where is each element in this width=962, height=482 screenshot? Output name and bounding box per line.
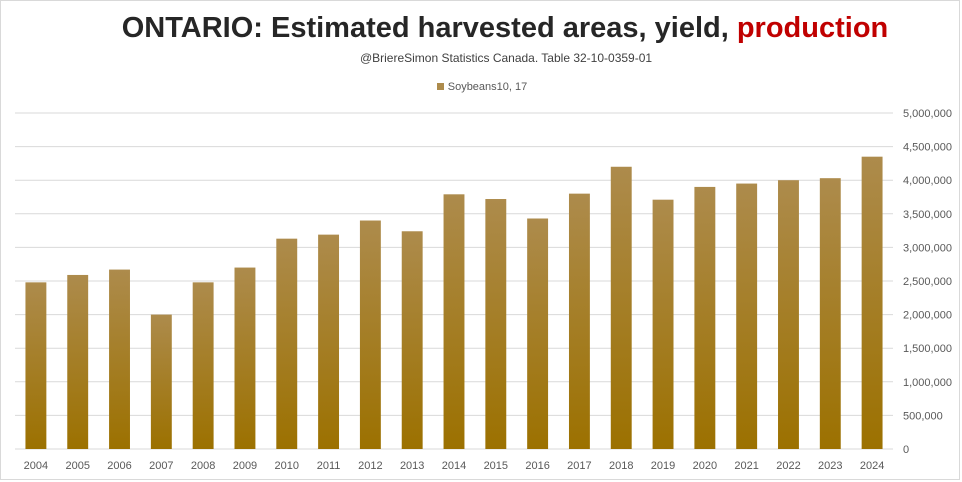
bar-2021: [736, 183, 758, 449]
x-tick-label: 2023: [818, 460, 842, 472]
y-tick-label: 1,500,000: [903, 343, 952, 355]
x-tick-label: 2018: [609, 460, 633, 472]
legend-label: Soybeans10, 17: [447, 81, 528, 93]
title-main: ONTARIO: Estimated harvested areas, yiel…: [121, 12, 729, 44]
x-tick-label: 2017: [567, 460, 591, 472]
y-tick-label: 0: [903, 444, 909, 456]
chart-legend: Soybeans10, 17: [0, 81, 962, 93]
title-highlight: production: [736, 12, 889, 44]
x-tick-label: 2004: [24, 460, 48, 472]
x-tick-label: 2019: [651, 460, 675, 472]
y-tick-label: 3,000,000: [903, 242, 952, 254]
x-tick-label: 2011: [317, 460, 341, 472]
x-tick-label: 2012: [358, 460, 382, 472]
y-tick-label: 1,000,000: [903, 377, 952, 389]
y-tick-label: 4,500,000: [903, 142, 952, 154]
x-tick-label: 2013: [400, 460, 424, 472]
bars: [25, 156, 883, 450]
bar-2017: [568, 193, 590, 449]
bar-2014: [443, 194, 465, 449]
bar-2018: [610, 166, 632, 449]
bar-2016: [527, 218, 549, 449]
chart-subtitle: @BriereSimon Statistics Canada. Table 32…: [359, 51, 653, 65]
x-tick-label: 2014: [442, 460, 466, 472]
x-tick-label: 2010: [275, 460, 299, 472]
bar-2009: [234, 267, 256, 449]
bar-2022: [778, 180, 799, 449]
bar-2024: [861, 156, 883, 449]
bar-2015: [485, 199, 507, 449]
bar-2011: [318, 234, 340, 449]
y-tick-label: 3,500,000: [903, 209, 952, 221]
bar-2008: [192, 282, 214, 449]
x-tick-label: 2008: [191, 460, 215, 472]
legend-swatch: [436, 83, 444, 90]
bar-2004: [25, 282, 47, 449]
bar-2010: [276, 238, 298, 449]
y-axis-ticks: 0 500,000 1,000,000 1,500,000 2,000,000 2,500…: [903, 108, 952, 456]
x-tick-label: 2009: [233, 460, 257, 472]
bar-2023: [819, 178, 841, 449]
bar-2013: [401, 231, 423, 449]
x-tick-label: 2024: [860, 460, 884, 472]
x-tick-label: 2015: [484, 460, 508, 472]
y-tick-label: 2,000,000: [903, 310, 952, 322]
x-axis-ticks: 2004 2005 2006 2007 2008 2009 2010 2011 2012 2013…: [24, 460, 885, 472]
x-tick-label: 2007: [149, 460, 173, 472]
chart-title: ONTARIO: Estimated harvested areas, yiel…: [0, 12, 962, 45]
x-tick-label: 2021: [734, 460, 758, 472]
y-tick-label: 2,500,000: [903, 276, 952, 288]
x-tick-label: 2006: [107, 460, 131, 472]
x-tick-label: 2020: [693, 460, 717, 472]
x-tick-label: 2005: [65, 460, 89, 472]
bar-2005: [67, 274, 89, 449]
bar-2007: [150, 314, 172, 449]
bar-2006: [109, 269, 130, 449]
bar-2012: [359, 220, 381, 449]
y-tick-label: 5,000,000: [903, 108, 952, 120]
x-tick-label: 2022: [776, 460, 800, 472]
bar-2020: [694, 186, 716, 450]
y-tick-label: 500,000: [903, 410, 943, 422]
x-tick-label: 2016: [525, 460, 549, 472]
bar-2019: [652, 199, 674, 449]
y-tick-label: 4,000,000: [903, 175, 952, 187]
